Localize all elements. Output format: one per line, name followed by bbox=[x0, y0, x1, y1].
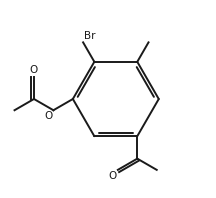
Text: O: O bbox=[44, 111, 52, 121]
Text: O: O bbox=[30, 65, 38, 75]
Text: O: O bbox=[109, 171, 117, 181]
Text: Br: Br bbox=[84, 31, 96, 41]
